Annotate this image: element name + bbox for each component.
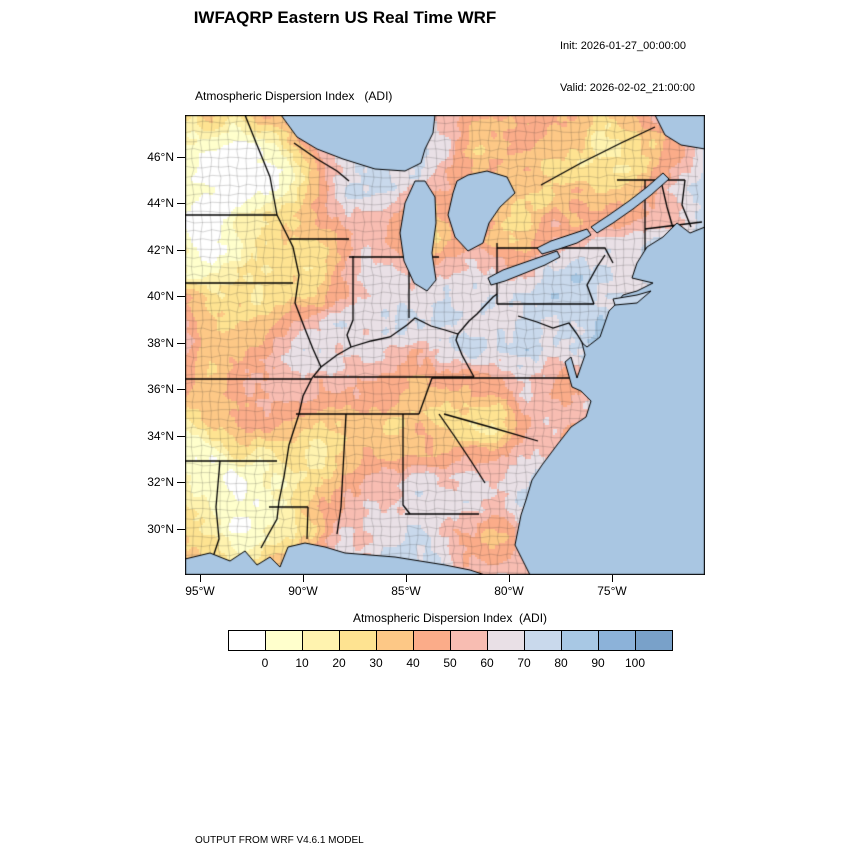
colorbar-tick-label: 10 xyxy=(295,656,309,670)
lat-tick xyxy=(177,343,185,344)
colorbar-tick-label: 20 xyxy=(332,656,346,670)
lat-tick xyxy=(177,203,185,204)
colorbar-box xyxy=(561,630,599,651)
lat-label: 42°N xyxy=(147,243,174,257)
lat-label: 36°N xyxy=(147,382,174,396)
init-valid-block: Init: 2026-01-27_00:00:00 Valid: 2026-02… xyxy=(560,11,695,123)
lat-tick xyxy=(177,389,185,390)
lon-tick xyxy=(200,575,201,582)
colorbar-tick-label: 100 xyxy=(624,656,646,670)
colorbar-box xyxy=(413,630,451,651)
colorbar-box xyxy=(487,630,525,651)
colorbar-tick-label: 40 xyxy=(406,656,420,670)
colorbar-tick-label: 90 xyxy=(591,656,605,670)
colorbar-tick-label: 80 xyxy=(554,656,568,670)
lat-tick xyxy=(177,529,185,530)
footer-model-line: OUTPUT FROM WRF V4.6.1 MODEL xyxy=(195,835,364,846)
lat-label: 44°N xyxy=(147,196,174,210)
colorbar-box xyxy=(635,630,673,651)
lat-tick xyxy=(177,436,185,437)
colorbar-box xyxy=(524,630,562,651)
colorbar-title: Atmospheric Dispersion Index (ADI) xyxy=(352,611,548,625)
lon-label: 75°W xyxy=(597,584,627,598)
colorbar-box xyxy=(302,630,340,651)
lat-label: 34°N xyxy=(147,429,174,443)
adi-map-canvas xyxy=(185,115,705,575)
lon-label: 80°W xyxy=(494,584,524,598)
lat-label: 40°N xyxy=(147,289,174,303)
lat-label: 46°N xyxy=(147,150,174,164)
map-title: Atmospheric Dispersion Index (ADI) xyxy=(195,89,393,103)
colorbar-box xyxy=(265,630,303,651)
colorbar-tick-label: 50 xyxy=(443,656,457,670)
colorbar-tick-label: 30 xyxy=(369,656,383,670)
colorbar-box xyxy=(450,630,488,651)
lon-tick xyxy=(612,575,613,582)
init-time: Init: 2026-01-27_00:00:00 xyxy=(560,40,686,52)
lon-label: 95°W xyxy=(185,584,215,598)
lat-label: 38°N xyxy=(147,336,174,350)
lat-label: 32°N xyxy=(147,475,174,489)
colorbar-box xyxy=(228,630,266,651)
lon-tick xyxy=(406,575,407,582)
lon-label: 85°W xyxy=(391,584,421,598)
page-title: IWFAQRP Eastern US Real Time WRF xyxy=(193,8,497,27)
lon-label: 90°W xyxy=(288,584,318,598)
lat-tick xyxy=(177,157,185,158)
valid-time: Valid: 2026-02-02_21:00:00 xyxy=(560,82,695,94)
colorbar-box xyxy=(339,630,377,651)
colorbar-tick-label: 70 xyxy=(517,656,531,670)
colorbar-box xyxy=(598,630,636,651)
footer-block: OUTPUT FROM WRF V4.6.1 MODEL WE = 310 ; … xyxy=(195,808,588,850)
map-area xyxy=(185,115,705,575)
lat-label: 30°N xyxy=(147,522,174,536)
colorbar-tick-label: 0 xyxy=(261,656,269,670)
lat-tick xyxy=(177,296,185,297)
lon-tick xyxy=(303,575,304,582)
lat-tick xyxy=(177,250,185,251)
lon-tick xyxy=(509,575,510,582)
lat-tick xyxy=(177,482,185,483)
colorbar-box xyxy=(376,630,414,651)
colorbar-tick-label: 60 xyxy=(480,656,494,670)
